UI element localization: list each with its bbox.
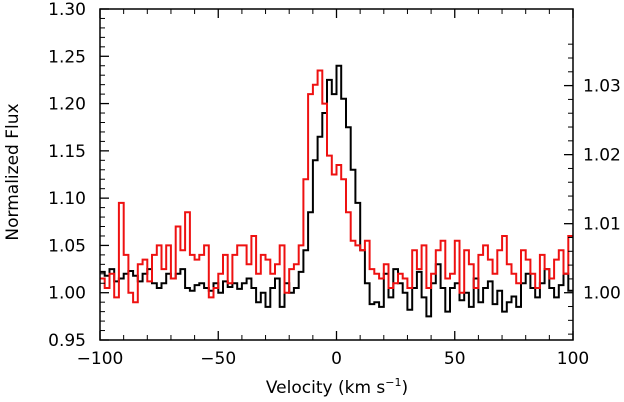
series-black — [100, 64, 573, 318]
tick-labels: −100 −50 0 50 100 0.95 1.00 1.05 1.10 1.15 1.20 1.2… — [48, 0, 621, 369]
series-red — [100, 69, 573, 304]
y-tick-label: 0.95 — [48, 331, 86, 351]
y-tick-label: 1.00 — [48, 284, 86, 304]
y-axis-title: Normalized Flux — [3, 103, 23, 240]
y-tick-label: 1.15 — [48, 142, 86, 162]
x-axis-title-sup: −1 — [385, 376, 401, 389]
ticks-layer — [99, 8, 574, 341]
x-axis-title: Velocity (km s−1) — [266, 376, 408, 398]
y-tick-label: 1.30 — [48, 0, 86, 20]
y-tick-label: 1.05 — [48, 236, 86, 256]
y-tick-label: 1.25 — [48, 47, 86, 67]
right-y-tick-label: 1.00 — [583, 284, 621, 304]
right-y-tick-label: 1.02 — [583, 146, 621, 166]
y-tick-label: 1.20 — [48, 95, 86, 115]
y-tick-label: 1.10 — [48, 189, 86, 209]
x-tick-label: 0 — [331, 349, 342, 369]
x-tick-label: −100 — [77, 349, 124, 369]
series-layer — [100, 64, 573, 318]
x-axis-title-text: Velocity (km s — [266, 378, 386, 398]
x-axis-title-close: ) — [401, 378, 408, 398]
right-y-tick-label: 1.01 — [583, 215, 621, 235]
x-tick-label: 100 — [557, 349, 589, 369]
right-y-tick-label: 1.03 — [583, 77, 621, 97]
x-tick-label: −50 — [200, 349, 236, 369]
x-tick-label: 50 — [444, 349, 466, 369]
